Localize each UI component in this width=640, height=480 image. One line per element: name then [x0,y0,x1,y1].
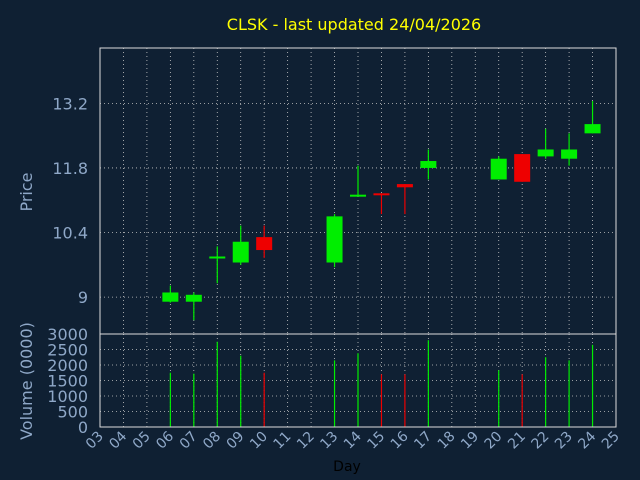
price-axis-label: Price [17,172,36,211]
volume-tick-label: 0 [78,418,88,437]
price-candles [162,101,601,321]
candle-body [326,216,343,263]
volume-tick-label: 2000 [47,356,88,375]
candle-body [232,241,249,263]
plot-frames [99,47,617,428]
price-tick-label: 13.2 [52,94,88,113]
candle-body [185,294,202,302]
volume-tick-label: 2500 [47,341,88,360]
candle-body [350,194,366,197]
chart-title: CLSK - last updated 24/04/2026 [227,15,481,34]
candle-body [490,158,507,180]
x-axis-label: Day [333,459,361,475]
candle-body [420,161,437,168]
candle-body [514,154,531,182]
candle-body [256,237,273,251]
price-tick-label: 11.8 [52,159,88,178]
volume-tick-label: 1000 [47,387,88,406]
volume-plot-frame [99,333,617,428]
candle-body [162,292,179,302]
price-tick-label: 9 [78,288,88,307]
candle-body [209,256,226,259]
volume-bars [169,340,594,427]
candle-body [584,124,601,134]
candle-body [537,149,554,157]
volume-tick-label: 500 [57,403,88,422]
candle-body [373,193,390,196]
candle-body [561,149,578,159]
volume-axis-label: Volume (0000) [17,322,36,440]
axis-tick-labels: 03 04 05 06 07 08 09 10 11 12 13 14 15 16 17 18 19 20 21 22… [47,94,623,452]
volume-tick-label: 3000 [47,325,88,344]
price-tick-label: 10.4 [52,224,88,243]
candle-body [396,184,413,188]
volume-tick-label: 1500 [47,372,88,391]
